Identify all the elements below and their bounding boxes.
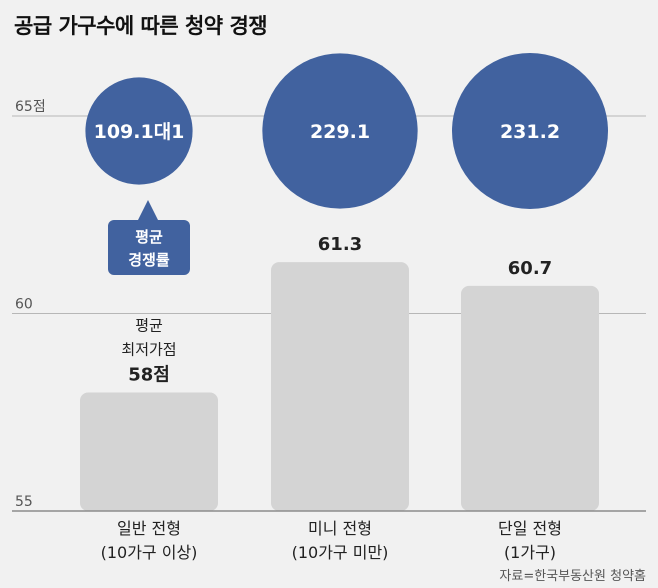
bubble-competition [262, 53, 418, 209]
bubble-competition [452, 53, 608, 209]
bar-value-label: 61.3 [318, 234, 362, 255]
source-note: 자료=한국부동산원 청약홈 [499, 569, 646, 584]
x-category-label: 미니 전형 [308, 519, 372, 538]
chart-title: 공급 가구수에 따른 청약 경쟁 [14, 14, 268, 38]
min-score-annotation: 최저가점 [121, 341, 176, 359]
bar-min-score [271, 262, 409, 511]
callout-label: 경쟁률 [128, 251, 170, 269]
x-category-label: 일반 전형 [117, 519, 181, 538]
bubble-competition [85, 77, 193, 185]
x-category-sublabel: (1가구) [504, 543, 556, 562]
x-category-sublabel: (10가구 미만) [292, 543, 389, 562]
y-tick-label: 65점 [15, 99, 46, 115]
bubble-value-label: 231.2 [500, 121, 560, 143]
bar-value-label: 58점 [128, 365, 170, 386]
y-tick-label: 60 [15, 297, 33, 313]
callout-pointer [138, 200, 158, 220]
callout-label: 평균 [135, 228, 163, 246]
y-tick-label: 55 [15, 494, 33, 510]
bar-value-label: 60.7 [508, 258, 552, 279]
bar-min-score [80, 392, 218, 511]
bar-min-score [461, 285, 599, 511]
bubble-value-label: 229.1 [310, 121, 370, 143]
callout-box [108, 220, 190, 275]
min-score-annotation: 평균 [135, 317, 163, 335]
x-category-label: 단일 전형 [498, 519, 562, 538]
x-category-sublabel: (10가구 이상) [101, 543, 198, 562]
bubble-value-label: 109.1대1 [94, 121, 185, 143]
